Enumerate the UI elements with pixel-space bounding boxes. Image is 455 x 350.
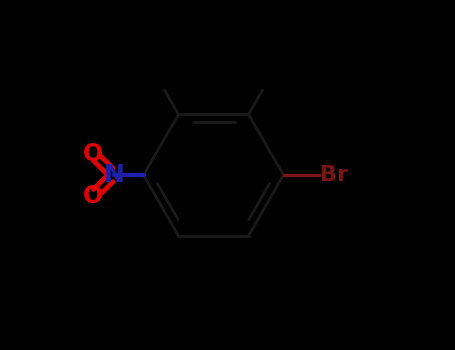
Text: Br: Br: [320, 165, 348, 185]
Text: O: O: [83, 142, 103, 166]
Text: N: N: [103, 163, 124, 187]
Text: O: O: [83, 184, 103, 208]
